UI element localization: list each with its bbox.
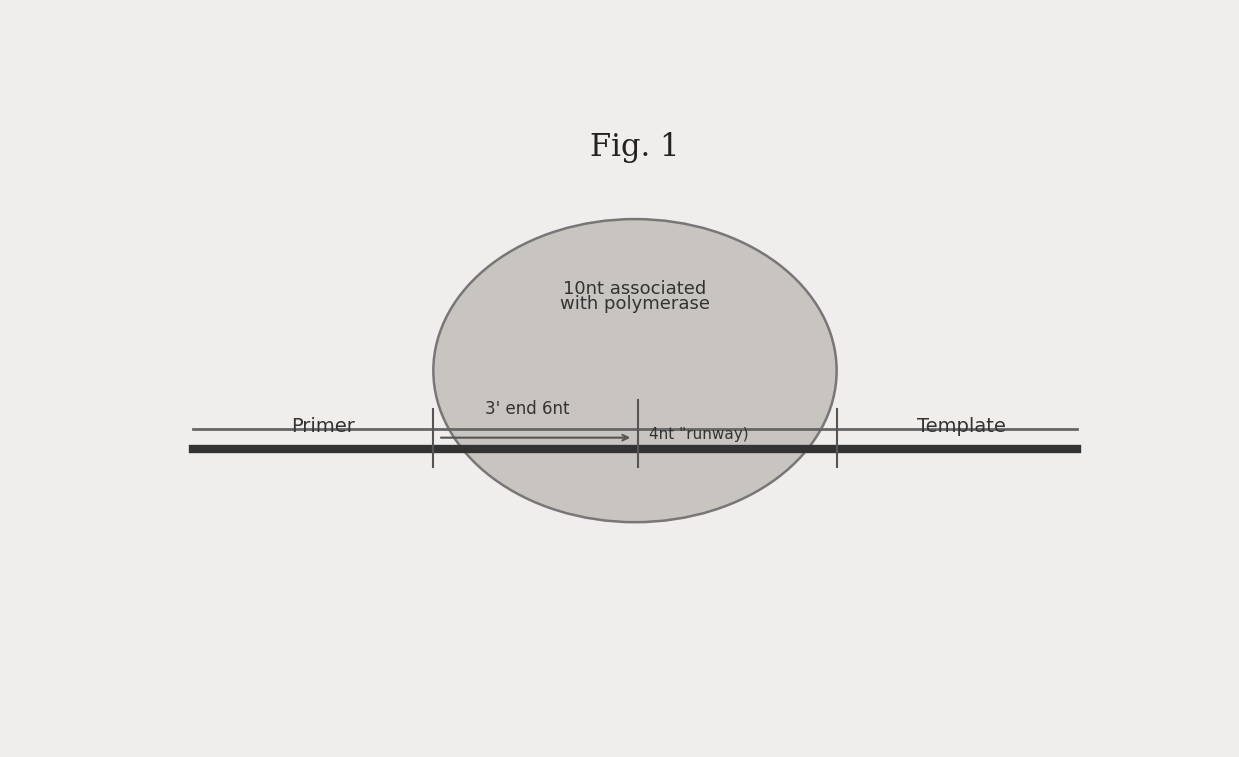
- Text: 10nt associated: 10nt associated: [564, 280, 706, 298]
- Text: Template: Template: [917, 416, 1006, 435]
- Text: 4nt "runway): 4nt "runway): [649, 427, 750, 442]
- Text: Fig. 1: Fig. 1: [590, 132, 680, 163]
- Text: with polymerase: with polymerase: [560, 294, 710, 313]
- Text: 3' end 6nt: 3' end 6nt: [486, 400, 570, 418]
- Ellipse shape: [434, 219, 836, 522]
- Text: Primer: Primer: [291, 416, 354, 435]
